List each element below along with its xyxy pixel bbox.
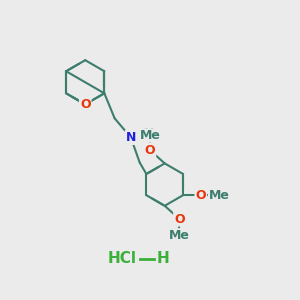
Text: O: O (174, 212, 185, 226)
Text: Me: Me (140, 129, 160, 142)
Text: Me: Me (208, 189, 230, 202)
Text: H: H (157, 251, 169, 266)
Text: O: O (80, 98, 91, 111)
Text: Me: Me (169, 229, 190, 242)
Text: HCl: HCl (107, 251, 136, 266)
Text: N: N (126, 131, 136, 144)
Text: O: O (195, 189, 206, 202)
Text: O: O (145, 144, 155, 157)
Text: H: H (144, 127, 154, 140)
